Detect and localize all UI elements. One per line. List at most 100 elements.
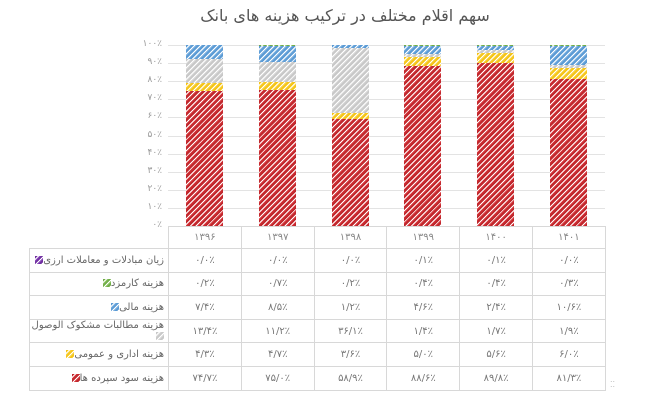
table-row: هزینه کارمزد ۰/۲٪ ۰/۷٪ ۰/۲٪ ۰/۴٪ ۰/۴٪ ۰/۳٪	[29, 271, 606, 297]
stacked-bar	[185, 45, 223, 226]
decorative-dots: ⁚⁚	[610, 380, 616, 389]
legend-swatch-icon	[35, 255, 44, 264]
value-cell: ۱۱/۲٪	[240, 318, 315, 344]
value-cell: ۰/۷٪	[240, 271, 315, 297]
bar-segment	[185, 83, 223, 91]
value-cell: ۸۹/۸٪	[459, 365, 533, 391]
stacked-bar	[404, 44, 442, 226]
value-cell: ۰/۱٪	[459, 248, 533, 273]
value-cell: ۱/۲٪	[313, 295, 388, 320]
legend-swatch-icon	[111, 302, 120, 311]
legend-swatch-icon	[102, 279, 111, 288]
bar-segment	[550, 64, 588, 69]
bar-segment	[258, 44, 296, 47]
legend-swatch-icon	[71, 373, 80, 382]
bar-segment	[185, 45, 223, 59]
value-cell: ۸۱/۳٪	[531, 365, 606, 391]
value-cell: ۸/۵٪	[240, 295, 315, 320]
y-tick-label: ۸۰٪	[147, 75, 162, 86]
value-cell: ۳۶/۱٪	[313, 318, 388, 344]
category-header: ۱۴۰۱	[531, 226, 606, 249]
series-label: هزینه سود سپرده ها	[29, 365, 169, 391]
bar-segment	[331, 112, 369, 120]
value-cell: ۰/۲٪	[313, 271, 388, 297]
bar-segment	[258, 90, 296, 226]
category-header: ۱۳۹۹	[386, 226, 461, 249]
value-cell: ۰/۰٪	[168, 248, 242, 273]
category-header: ۱۳۹۸	[313, 226, 388, 249]
value-cell: ۷/۴٪	[168, 295, 242, 320]
y-tick-label: ۴۰٪	[147, 147, 162, 158]
value-cell: ۱۳/۴٪	[168, 318, 242, 344]
value-cell: ۰/۲٪	[168, 271, 242, 297]
gridline	[168, 171, 605, 173]
value-cell: ۸۸/۶٪	[386, 365, 461, 391]
value-cell: ۱/۴٪	[386, 318, 461, 344]
gridline	[168, 63, 605, 65]
value-cell: ۰/۴٪	[386, 271, 461, 297]
value-cell: ۱/۷٪	[459, 318, 533, 344]
gridline	[168, 45, 605, 46]
value-cell: ۷۵/۰٪	[240, 365, 315, 391]
category-header: ۱۳۹۷	[240, 226, 315, 249]
bar-segment	[477, 63, 515, 226]
table-row: هزینه مالی ۷/۴٪ ۸/۵٪ ۱/۲٪ ۴/۶٪ ۲/۴٪ ۱۰/۶٪	[29, 295, 606, 320]
stacked-bar	[331, 45, 369, 226]
value-cell: ۴/۳٪	[168, 342, 242, 367]
gridline	[168, 135, 605, 137]
y-tick-label: ۱۰٪	[147, 201, 162, 212]
value-cell: ۱۰/۶٪	[531, 295, 606, 320]
stacked-bar	[550, 45, 588, 226]
table-row: زیان مبادلات و معاملات ارزی ۰/۰٪ ۰/۰٪ ۰/۰٪ ۰…	[29, 248, 606, 273]
bar-segment	[477, 50, 515, 54]
bar-segment	[185, 90, 223, 226]
y-tick-label: ۵۰٪	[147, 129, 162, 140]
bar-segment	[331, 119, 369, 226]
value-cell: ۵/۰٪	[386, 342, 461, 367]
value-cell: ۷۴/۷٪	[168, 365, 242, 391]
legend-swatch-icon	[66, 350, 75, 359]
y-tick-label: ۳۰٪	[147, 165, 162, 176]
gridline	[168, 153, 605, 155]
bar-segment	[477, 53, 515, 64]
y-tick-label: ۶۰٪	[147, 111, 162, 122]
series-label: زیان مبادلات و معاملات ارزی	[29, 248, 169, 273]
y-tick-label: ۰٪	[152, 220, 162, 230]
bar-segment	[404, 65, 442, 226]
stacked-bar	[477, 45, 515, 226]
plot-area	[168, 44, 605, 227]
legend-swatch-icon	[156, 332, 164, 341]
value-cell: ۲/۴٪	[459, 295, 533, 320]
table-row: هزینه مطالبات مشکوک الوصول ۱۳/۴٪ ۱۱/۲٪ ۳۶/۱…	[29, 318, 606, 344]
value-cell: ۰/۰٪	[240, 248, 315, 273]
bar-segment	[550, 45, 588, 46]
value-cell: ۵۸/۹٪	[313, 365, 388, 391]
value-cell: ۱/۹٪	[531, 318, 606, 344]
y-tick-label: ۷۰٪	[147, 93, 162, 104]
value-cell: ۰/۴٪	[459, 271, 533, 297]
bar-segment	[331, 47, 369, 113]
stacked-bar	[258, 44, 296, 226]
value-cell: ۰/۰٪	[313, 248, 388, 273]
category-header: ۱۴۰۰	[459, 226, 533, 249]
bar-segment	[331, 45, 369, 48]
category-header: ۱۳۹۶	[168, 226, 242, 249]
series-label: هزینه مالی	[29, 295, 169, 320]
data-table: ۱۳۹۶ ۱۳۹۷ ۱۳۹۸ ۱۳۹۹ ۱۴۰۰ ۱۴۰۱ زیان مبادلات و …	[29, 226, 606, 391]
bar-segment	[550, 45, 588, 65]
gridline	[168, 207, 605, 209]
value-cell: ۰/۱٪	[386, 248, 461, 273]
bar-segment	[404, 54, 442, 57]
gridline	[168, 117, 605, 119]
value-cell: ۰/۳٪	[531, 271, 606, 297]
bar-segment	[477, 45, 515, 46]
bar-segment	[404, 45, 442, 46]
bar-segment	[258, 46, 296, 62]
data-table-header: ۱۳۹۶ ۱۳۹۷ ۱۳۹۸ ۱۳۹۹ ۱۴۰۰ ۱۴۰۱	[29, 226, 606, 249]
gridline	[168, 81, 605, 83]
bar-segment	[550, 68, 588, 79]
bar-segment	[404, 56, 442, 66]
value-cell: ۴/۷٪	[240, 342, 315, 367]
table-row: هزینه سود سپرده ها ۷۴/۷٪ ۷۵/۰٪ ۵۸/۹٪ ۸۸/۶٪ ۸۹…	[29, 365, 606, 391]
series-label: هزینه اداری و عمومی	[29, 342, 169, 367]
